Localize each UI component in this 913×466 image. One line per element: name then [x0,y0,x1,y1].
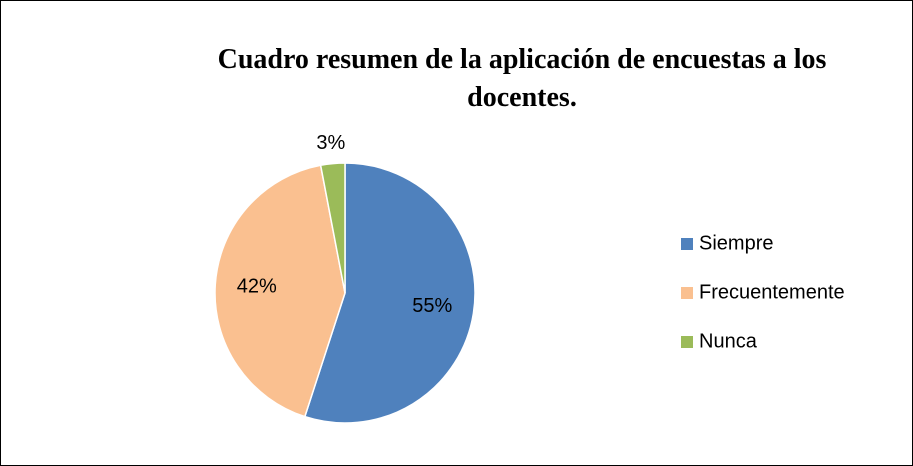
data-label: 55% [412,295,452,317]
chart-title: Cuadro resumen de la aplicación de encue… [217,44,827,113]
legend-label: Siempre [699,232,773,254]
pie-slice [214,164,346,418]
pie-slice [303,162,476,424]
data-label: 42% [237,276,277,298]
legend-swatch [681,287,693,299]
legend-label: Nunca [699,330,758,352]
data-label: 3% [316,132,345,154]
legend-swatch [681,238,693,250]
legend-label: Frecuentemente [699,281,845,303]
pie-slice [319,162,346,294]
legend-swatch [681,336,693,348]
